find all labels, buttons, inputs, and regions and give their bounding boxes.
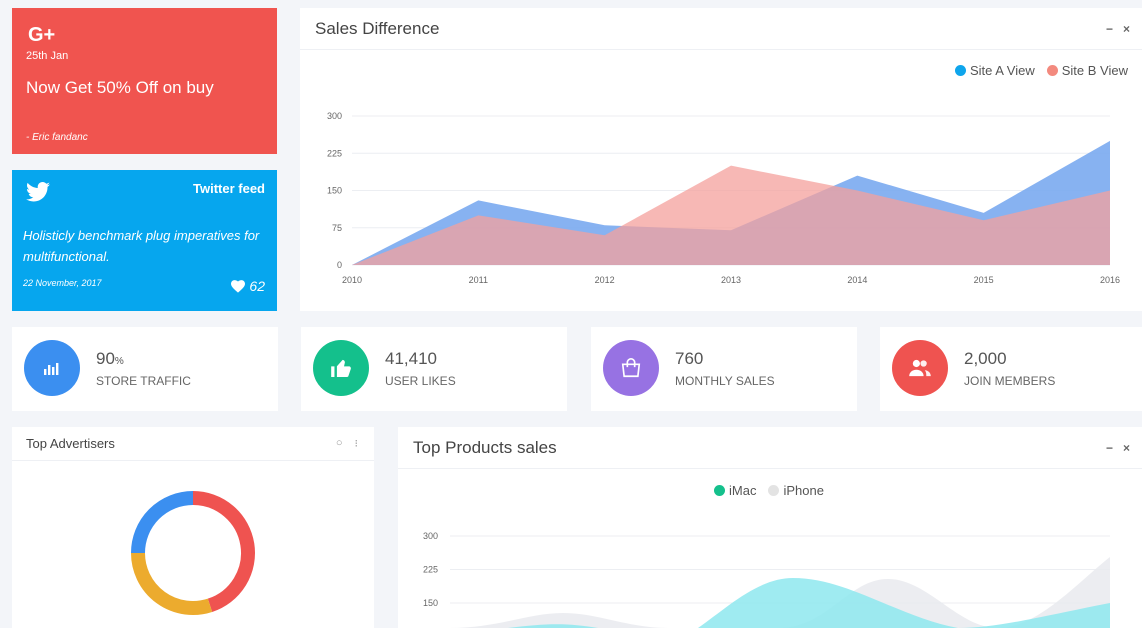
legend-site-a[interactable]: Site A View bbox=[954, 63, 1035, 78]
twitter-icon bbox=[26, 182, 50, 202]
tweet-date: 22 November, 2017 bbox=[23, 278, 102, 288]
donut-slice[interactable] bbox=[192, 491, 255, 612]
stat-unit: % bbox=[114, 356, 124, 367]
stat-label: USER LIKES bbox=[385, 374, 456, 388]
y-tick-label: 75 bbox=[332, 223, 342, 233]
legend-label: Site A View bbox=[969, 63, 1035, 78]
top-products-sales-panel: Top Products sales − × iMac iPhone 150 22… bbox=[398, 427, 1142, 628]
x-tick-label: 2012 bbox=[595, 275, 615, 285]
minimize-icon[interactable]: − bbox=[1105, 22, 1113, 36]
x-tick-label: 2013 bbox=[721, 275, 741, 285]
products-panel-header: Top Products sales − × bbox=[398, 427, 1142, 469]
sales-legend: Site A View Site B View bbox=[954, 63, 1128, 78]
stat-icon-circle bbox=[24, 340, 80, 396]
promo-date: 25th Jan bbox=[26, 50, 69, 62]
twitter-feed-card: Twitter feed Holisticly benchmark plug i… bbox=[12, 170, 277, 311]
series-area-site-b bbox=[352, 165, 1110, 265]
promo-title: Now Get 50% Off on buy bbox=[26, 78, 214, 97]
stat-value: 760 bbox=[675, 349, 704, 368]
products-area-chart: 150 225 300 bbox=[423, 531, 1110, 628]
stat-label: MONTHLY SALES bbox=[675, 374, 775, 388]
bar-chart-icon bbox=[44, 363, 59, 375]
minimize-icon[interactable]: − bbox=[1105, 441, 1113, 455]
products-panel-title: Top Products sales bbox=[413, 437, 557, 457]
shopping-bag-icon bbox=[621, 358, 641, 378]
advertisers-panel-title: Top Advertisers bbox=[26, 436, 115, 451]
stat-icon-circle bbox=[603, 340, 659, 396]
stat-icon-circle bbox=[892, 340, 948, 396]
stat-value: 90% bbox=[96, 349, 124, 368]
heart-icon bbox=[231, 279, 246, 293]
legend-label: iMac bbox=[729, 483, 757, 498]
stat-monthly-sales: 760 MONTHLY SALES bbox=[591, 327, 857, 411]
legend-dot bbox=[714, 485, 725, 496]
legend-iphone[interactable]: iPhone bbox=[768, 483, 824, 498]
stat-join-members: 2,000 JOIN MEMBERS bbox=[880, 327, 1142, 411]
donut-slice[interactable] bbox=[131, 552, 213, 615]
products-legend: iMac iPhone bbox=[714, 483, 824, 498]
likes-count: 62 bbox=[249, 278, 265, 294]
sales-panel-header: Sales Difference − × bbox=[300, 8, 1142, 50]
stat-user-likes: 41,410 USER LIKES bbox=[301, 327, 567, 411]
legend-dot bbox=[1046, 65, 1058, 76]
x-tick-label: 2015 bbox=[974, 275, 994, 285]
sales-difference-panel: Sales Difference − × Site A View Site B … bbox=[300, 8, 1142, 311]
advertisers-panel-header: Top Advertisers ○ ⁝ bbox=[12, 427, 374, 461]
google-plus-icon: G+ bbox=[28, 24, 56, 46]
tweet-likes[interactable]: 62 bbox=[231, 278, 265, 294]
sales-panel-title: Sales Difference bbox=[315, 18, 440, 38]
promo-author: - Eric fandanc bbox=[26, 132, 88, 143]
y-tick-label: 150 bbox=[423, 598, 438, 608]
y-tick-label: 225 bbox=[423, 565, 438, 575]
stat-value: 2,000 bbox=[964, 349, 1007, 368]
y-tick-label: 300 bbox=[423, 531, 438, 541]
stat-store-traffic: 90% STORE TRAFFIC bbox=[12, 327, 278, 411]
legend-dot bbox=[954, 65, 966, 76]
sales-area-chart: 0 75 150 225 300 2010 2011 2012 2013 2014 2015 2016 bbox=[327, 111, 1120, 285]
close-icon[interactable]: × bbox=[1122, 22, 1130, 36]
twitter-feed-label: Twitter feed bbox=[193, 181, 265, 196]
close-icon[interactable]: × bbox=[1122, 441, 1130, 455]
legend-label: iPhone bbox=[783, 483, 824, 498]
tweet-text: Holisticly benchmark plug imperatives fo… bbox=[23, 228, 260, 264]
refresh-icon[interactable]: ○ bbox=[335, 437, 343, 449]
more-options-icon[interactable]: ⁝ bbox=[354, 438, 359, 450]
legend-dot bbox=[768, 485, 780, 496]
x-tick-label: 2011 bbox=[469, 275, 488, 285]
x-tick-label: 2010 bbox=[342, 275, 362, 285]
donut-slice[interactable] bbox=[131, 491, 194, 554]
legend-imac[interactable]: iMac bbox=[714, 483, 756, 498]
top-advertisers-panel: Top Advertisers ○ ⁝ bbox=[12, 427, 374, 628]
x-tick-label: 2014 bbox=[847, 275, 867, 285]
stat-icon-circle bbox=[313, 340, 369, 396]
advertisers-donut-chart bbox=[131, 491, 255, 615]
thumbs-up-icon bbox=[331, 359, 351, 377]
legend-site-b[interactable]: Site B View bbox=[1046, 63, 1128, 78]
y-tick-label: 150 bbox=[327, 186, 342, 196]
stat-value: 41,410 bbox=[385, 349, 437, 368]
users-icon bbox=[909, 359, 931, 377]
series-area-imac bbox=[508, 578, 1110, 628]
series-area-iphone bbox=[450, 557, 1110, 628]
legend-label: Site B View bbox=[1061, 63, 1128, 78]
x-tick-label: 2016 bbox=[1100, 275, 1120, 285]
stat-label: JOIN MEMBERS bbox=[964, 374, 1056, 388]
y-tick-label: 225 bbox=[327, 148, 342, 158]
y-tick-label: 0 bbox=[337, 260, 342, 270]
stat-label: STORE TRAFFIC bbox=[96, 374, 191, 388]
google-plus-promo-card: G+ 25th Jan Now Get 50% Off on buy - Eri… bbox=[12, 8, 277, 154]
y-tick-label: 300 bbox=[327, 111, 342, 121]
